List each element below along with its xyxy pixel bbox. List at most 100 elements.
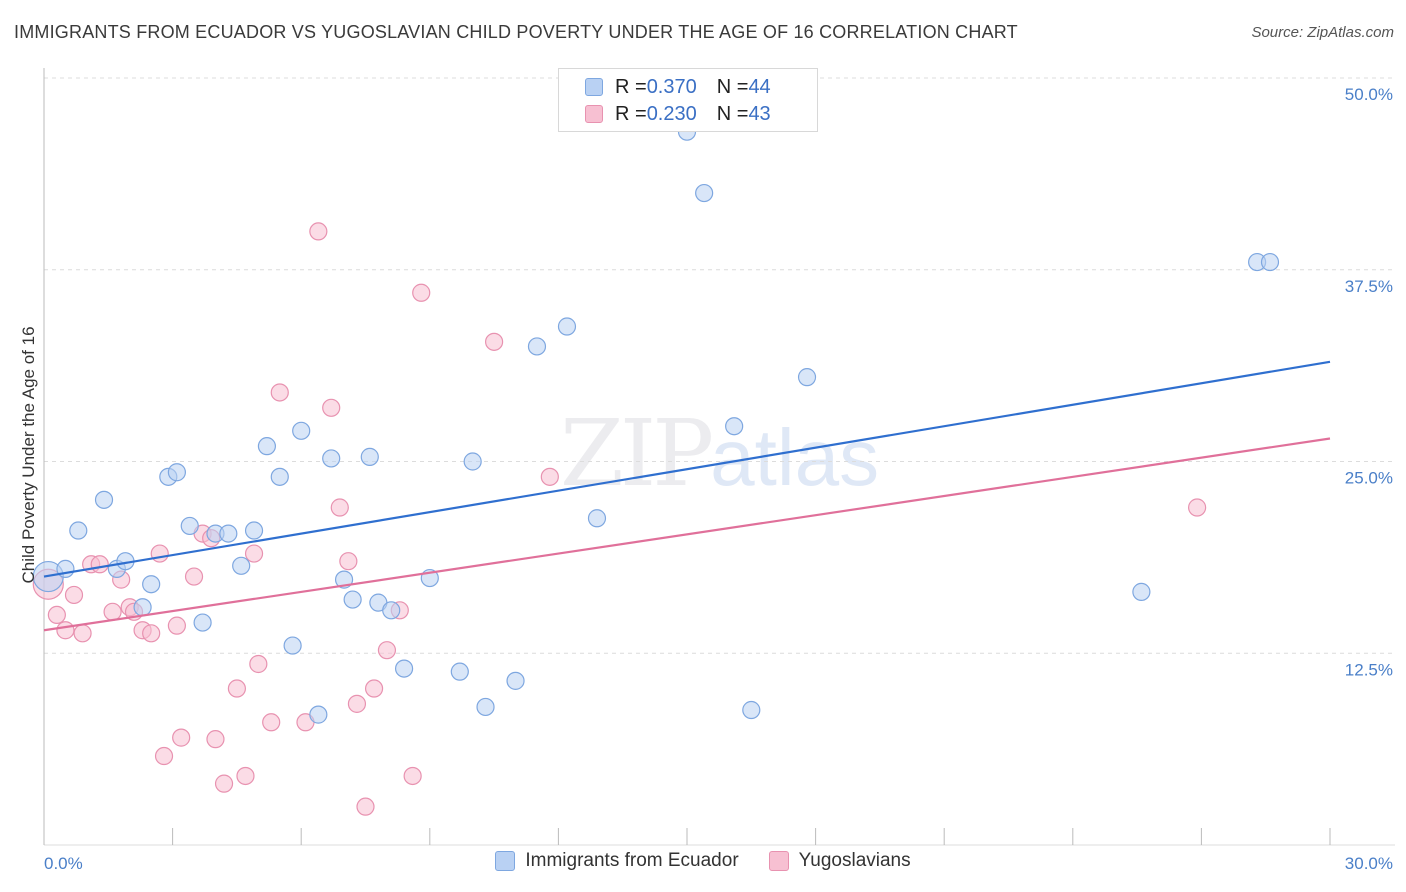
r-label: R = — [615, 102, 647, 125]
point-ecuador — [587, 509, 607, 528]
point-ecuador — [527, 337, 547, 356]
point-yugoslavians — [339, 552, 358, 571]
point-ecuador — [343, 590, 362, 609]
x-tick-label: 30.0% — [1345, 854, 1393, 873]
point-ecuador — [695, 183, 714, 203]
point-yugoslavians — [167, 616, 186, 635]
point-ecuador — [244, 521, 264, 540]
point-yugoslavians — [309, 222, 328, 241]
point-yugoslavians — [330, 498, 349, 517]
point-ecuador — [797, 368, 817, 387]
axes — [43, 68, 1395, 846]
point-ecuador — [232, 556, 251, 575]
point-yugoslavians — [73, 624, 92, 643]
point-yugoslavians — [184, 567, 204, 586]
point-ecuador — [394, 659, 414, 678]
point-yugoslavians — [364, 679, 384, 698]
point-ecuador — [133, 598, 152, 617]
point-ecuador — [167, 463, 186, 482]
legend-swatch-pink — [768, 851, 789, 871]
point-yugoslavians — [154, 746, 174, 766]
point-yugoslavians — [214, 774, 234, 793]
point-yugoslavians — [150, 544, 169, 563]
point-ecuador — [450, 662, 469, 681]
point-ecuador — [94, 490, 114, 509]
legend-item-ecuador[interactable]: Immigrants from Ecuador — [495, 850, 739, 872]
y-axis-label: Child Poverty Under the Age of 16 — [19, 326, 38, 583]
legend-label: Immigrants from Ecuador — [525, 850, 739, 871]
legend-item-yugoslavians[interactable]: Yugoslavians — [768, 850, 911, 872]
point-ecuador — [292, 421, 311, 440]
watermark-zip: ZIP — [560, 400, 714, 507]
series-legend: Immigrants from Ecuador Yugoslavians — [0, 850, 1406, 872]
r-value: 0.370 — [646, 75, 697, 98]
series-ecuador — [32, 122, 1280, 724]
point-yugoslavians — [206, 730, 225, 749]
n-label: N = — [716, 75, 749, 98]
point-yugoslavians — [262, 713, 281, 732]
correlation-legend: R = 0.370 N = 44 R = 0.230 N = 43 — [558, 68, 818, 132]
point-yugoslavians — [64, 585, 84, 605]
legend-row-ecuador: R = 0.370 N = 44 — [585, 75, 771, 99]
point-yugoslavians — [172, 728, 191, 747]
point-ecuador — [193, 613, 212, 632]
point-ecuador — [142, 575, 161, 594]
n-value: 44 — [748, 75, 771, 98]
trend-lines — [43, 360, 1331, 632]
legend-swatch-blue — [495, 851, 516, 871]
point-yugoslavians — [485, 332, 504, 351]
point-ecuador — [506, 671, 525, 690]
point-yugoslavians — [142, 624, 161, 643]
point-ecuador — [257, 437, 277, 456]
trend-line-ecuador — [43, 360, 1331, 578]
point-ecuador — [322, 449, 341, 468]
n-value: 43 — [748, 102, 771, 125]
point-yugoslavians — [227, 679, 246, 698]
source-label: Source: ZipAtlas.com — [1251, 24, 1394, 41]
point-yugoslavians — [47, 605, 66, 625]
y-tick-label: 25.0% — [1345, 469, 1393, 488]
point-yugoslavians — [377, 641, 397, 660]
legend-swatch-pink — [585, 105, 603, 123]
point-yugoslavians — [90, 555, 109, 574]
point-yugoslavians — [270, 383, 289, 402]
point-ecuador — [283, 636, 302, 655]
chart-title: IMMIGRANTS FROM ECUADOR VS YUGOSLAVIAN C… — [14, 22, 1018, 42]
point-ecuador — [69, 521, 88, 540]
point-yugoslavians — [56, 621, 75, 640]
point-yugoslavians — [356, 797, 375, 816]
point-ecuador — [219, 524, 238, 543]
point-yugoslavians — [244, 544, 264, 563]
point-ecuador — [270, 467, 289, 486]
y-tick-label: 50.0% — [1345, 85, 1393, 104]
point-ecuador — [463, 452, 482, 471]
n-label: N = — [716, 102, 749, 125]
point-yugoslavians — [403, 766, 422, 786]
point-yugoslavians — [322, 398, 341, 417]
y-tick-label: 37.5% — [1345, 277, 1393, 296]
r-value: 0.230 — [646, 102, 697, 125]
trend-line-yugoslavians — [43, 437, 1331, 632]
point-ecuador — [742, 700, 761, 720]
point-yugoslavians — [347, 694, 367, 713]
point-ecuador — [1132, 582, 1151, 601]
series-yugoslavians — [32, 222, 1207, 816]
point-ecuador — [309, 705, 328, 724]
legend-label: Yugoslavians — [798, 850, 911, 871]
point-yugoslavians — [236, 766, 255, 786]
point-yugoslavians — [412, 283, 431, 302]
legend-swatch-blue — [585, 78, 603, 96]
point-yugoslavians — [249, 654, 268, 674]
point-ecuador — [382, 601, 401, 620]
point-ecuador — [725, 417, 744, 436]
r-label: R = — [615, 75, 647, 98]
point-ecuador — [360, 447, 379, 466]
legend-row-yugoslavians: R = 0.230 N = 43 — [585, 102, 771, 126]
point-ecuador — [1260, 252, 1280, 272]
point-ecuador — [476, 697, 495, 717]
y-tick-label: 12.5% — [1345, 660, 1393, 679]
tick-labels: 12.5% 25.0% 37.5% 50.0% 0.0% 30.0% — [44, 85, 1393, 873]
point-yugoslavians — [540, 467, 559, 486]
point-ecuador — [557, 317, 577, 336]
